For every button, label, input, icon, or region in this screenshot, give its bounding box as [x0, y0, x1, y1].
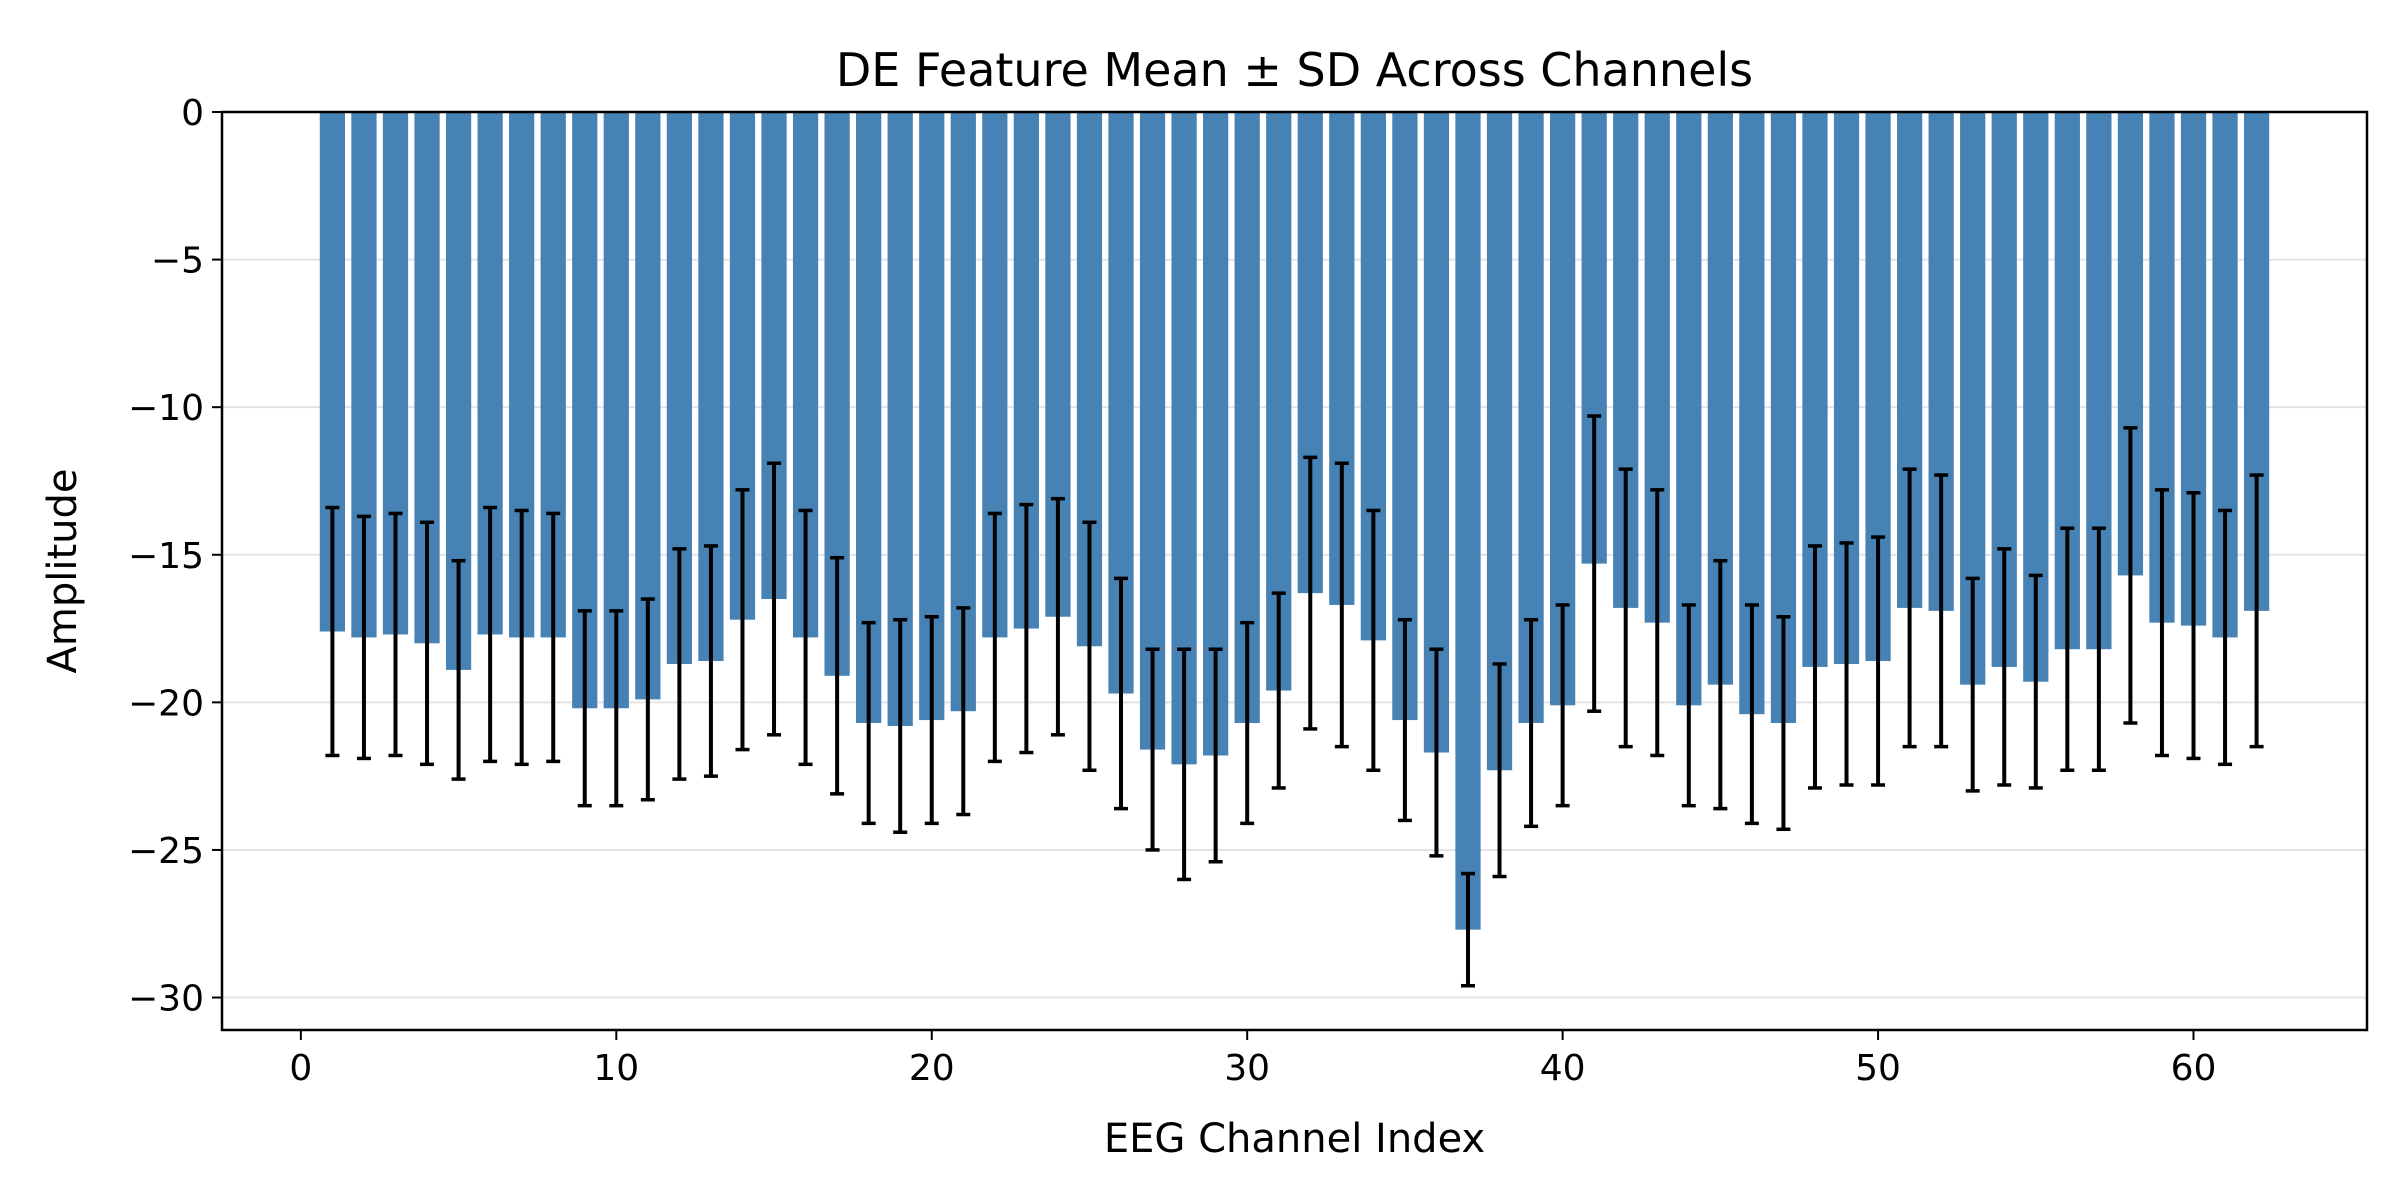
error-bar [1839, 541, 1854, 787]
error-bar [1997, 547, 2012, 787]
error-bar [735, 488, 750, 752]
error-bar [861, 620, 876, 826]
error-bar [1145, 647, 1160, 852]
error-bar [2060, 526, 2075, 772]
y-axis-label: Amplitude [40, 469, 86, 674]
error-bar [1114, 576, 1129, 811]
error-bar [451, 558, 466, 781]
error-bar [893, 617, 908, 834]
x-tick-label: 60 [2171, 1048, 2217, 1089]
error-bar [1240, 620, 1255, 826]
error-bar [1271, 591, 1286, 790]
error-bar [1397, 617, 1412, 823]
error-bar [1334, 461, 1349, 749]
error-bar [2186, 491, 2201, 761]
error-bar [1555, 603, 1570, 808]
error-bar [514, 508, 529, 767]
x-axis-ticks: 0 10 20 30 40 50 60 [289, 1030, 2216, 1089]
plot-frame [220, 110, 2369, 1032]
error-bar [1713, 558, 1728, 811]
error-bar [1934, 473, 1949, 749]
x-tick-label: 50 [1855, 1048, 1901, 1089]
bar [1455, 112, 1481, 930]
error-bar [546, 511, 561, 764]
error-bar [830, 555, 845, 796]
y-tick-label: 0 [181, 93, 204, 134]
error-bar [1650, 488, 1665, 758]
error-bar [1460, 871, 1475, 988]
x-tick-label: 40 [1540, 1048, 1586, 1089]
error-bar [1587, 414, 1602, 713]
y-tick-label: −25 [128, 831, 204, 872]
error-bar [356, 514, 371, 761]
bar [1423, 112, 1450, 753]
error-bar [1744, 603, 1759, 826]
x-tick-label: 30 [1224, 1048, 1270, 1089]
error-bar [1019, 502, 1034, 755]
error-bar [2154, 488, 2169, 758]
bar [603, 112, 629, 709]
error-bar [1082, 520, 1097, 772]
error-bar [420, 520, 435, 767]
error-bar [703, 544, 718, 778]
error-bar [1050, 496, 1065, 737]
error-bar [987, 511, 1002, 764]
error-bar [2218, 508, 2233, 767]
error-bar [325, 505, 340, 758]
bar [1139, 112, 1166, 750]
error-bar [1681, 603, 1696, 808]
error-bar [388, 511, 403, 758]
error-bar [1902, 467, 1917, 749]
error-bar [672, 547, 687, 781]
y-tick-label: −20 [128, 683, 204, 724]
error-bar [2091, 526, 2106, 772]
y-tick-label: −10 [128, 388, 204, 429]
y-tick-label: −30 [128, 979, 204, 1020]
error-bar [1177, 647, 1192, 882]
error-bar [2249, 473, 2264, 749]
error-bar [1871, 535, 1886, 787]
error-bar [767, 461, 782, 737]
x-tick-label: 20 [909, 1048, 955, 1089]
error-bar [1618, 467, 1633, 749]
error-bar [609, 609, 624, 808]
error-bar [1429, 647, 1444, 858]
error-bar [640, 597, 655, 802]
bar [572, 112, 598, 709]
error-bar [483, 505, 498, 764]
error-bar [924, 615, 939, 826]
y-tick-label: −15 [128, 536, 204, 577]
y-tick-label: −5 [151, 241, 204, 282]
error-bar [1807, 544, 1822, 790]
error-bar [798, 508, 813, 767]
error-bar [1776, 615, 1791, 832]
error-bar [577, 609, 592, 808]
error-bar [1366, 508, 1381, 772]
x-tick-label: 10 [593, 1048, 639, 1089]
y-axis-ticks: 0 −5 −10 −15 −20 −25 −30 [128, 93, 222, 1020]
error-bars [325, 414, 2264, 988]
error-bar [1492, 662, 1507, 879]
error-bar [1303, 455, 1318, 731]
error-bar [1965, 576, 1980, 793]
error-bar [1524, 617, 1539, 829]
chart-title: DE Feature Mean ± SD Across Channels [836, 43, 1753, 97]
error-bar [2123, 426, 2138, 725]
x-axis-label: EEG Channel Index [1104, 1116, 1485, 1162]
error-bar [1208, 647, 1223, 864]
error-bar [956, 606, 971, 817]
x-tick-label: 0 [289, 1048, 312, 1089]
error-bar [2028, 573, 2043, 790]
bar [1486, 112, 1513, 771]
